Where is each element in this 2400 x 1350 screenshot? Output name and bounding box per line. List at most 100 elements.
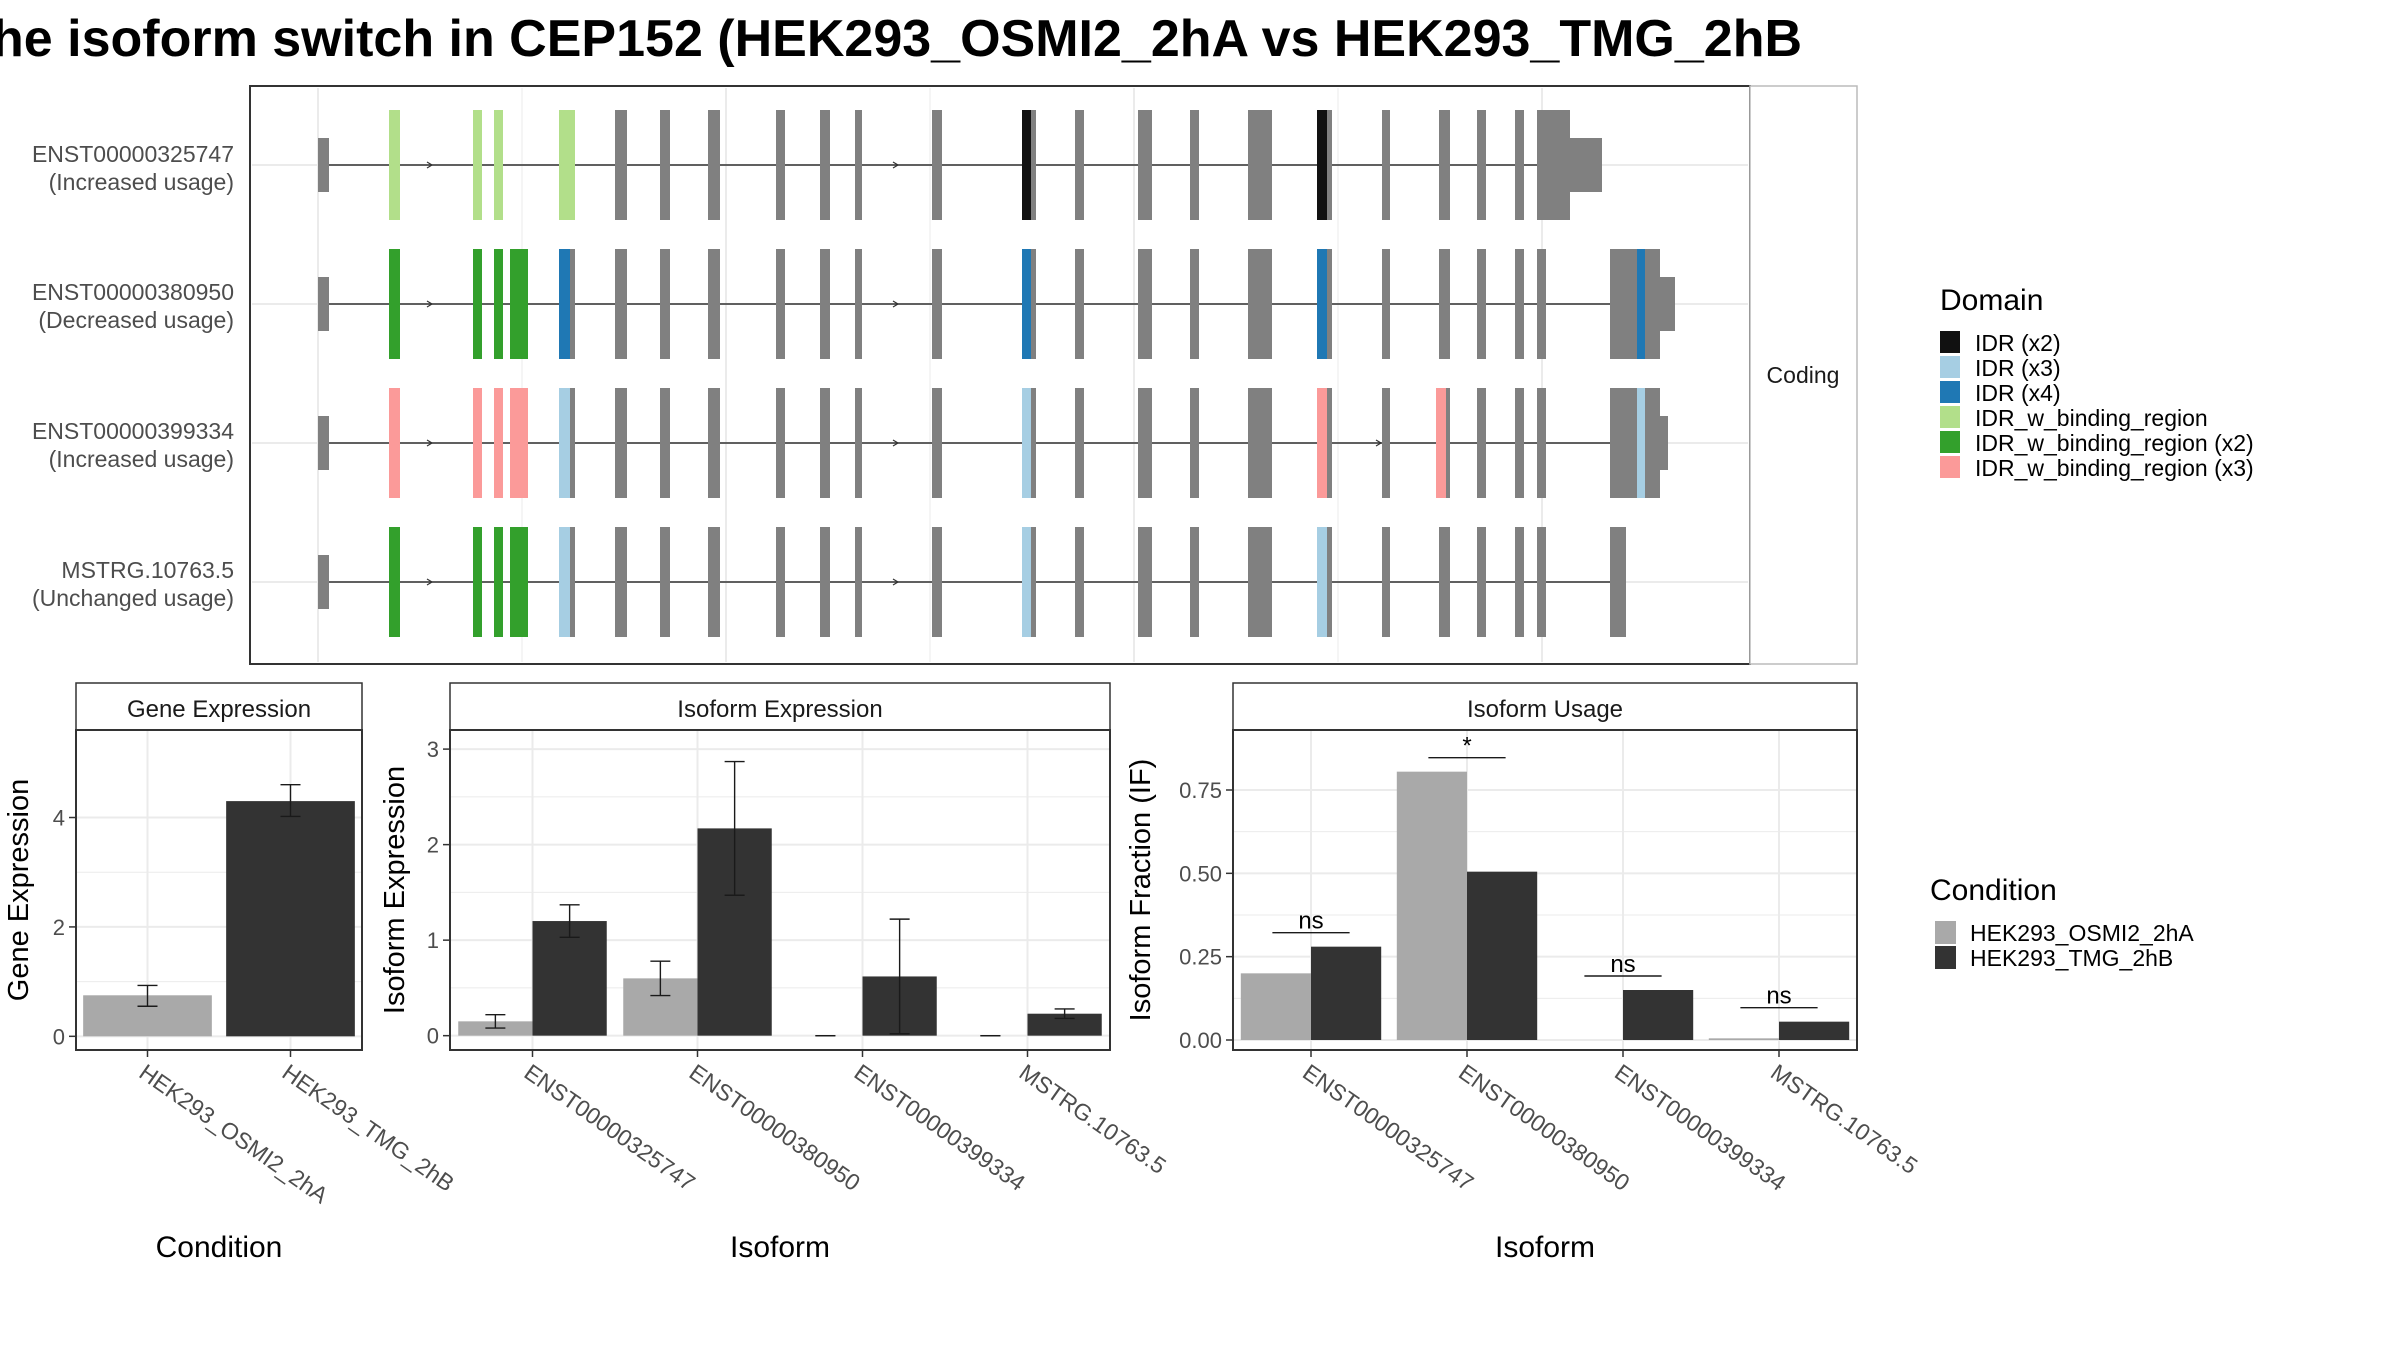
coding-exon: [820, 388, 830, 498]
bar: [1708, 1038, 1779, 1040]
y-tick-label: 2: [427, 833, 439, 858]
coding-exon: [660, 388, 670, 498]
domain-segment: [494, 249, 503, 359]
y-tick-label: 0.25: [1179, 945, 1222, 970]
bar: [1396, 771, 1467, 1040]
figure-title: he isoform switch in CEP152 (HEK293_OSMI…: [0, 10, 1802, 68]
coding-exon: [1138, 249, 1152, 359]
domain-segment: [559, 388, 570, 498]
coding-exon: [1610, 249, 1660, 359]
domain-segment: [1436, 388, 1446, 498]
utr-exon: [318, 416, 329, 470]
domain-segment: [510, 527, 528, 637]
transcript-track-1: [318, 249, 1675, 359]
significance-label: ns: [1298, 908, 1323, 935]
bar: [1311, 946, 1382, 1040]
strand-arrow: [426, 578, 434, 586]
chart-panel-isoform-usage: Isoform Usage ns * ns ns 0.00 0.25 0.50 0.75 ENST…: [1125, 682, 1922, 1264]
condition-label-a: HEK293_OSMI2_2hA: [1970, 920, 2194, 946]
domain-segment: [494, 527, 503, 637]
coding-exon: [615, 110, 627, 220]
domain-segment: [494, 110, 503, 220]
coding-exon: [1439, 527, 1450, 637]
chart-panel-isoform-expression: Isoform Expression0123ENST00000325747ENS…: [379, 682, 1171, 1264]
domain-segment: [510, 249, 528, 359]
coding-exon: [1610, 527, 1626, 637]
coding-exon: [1515, 249, 1524, 359]
transcript-label-0-usage: (Increased usage): [49, 169, 234, 195]
y-tick-label: 0.00: [1179, 1028, 1222, 1053]
domain-segment: [510, 388, 528, 498]
coding-exon: [776, 527, 785, 637]
domain-segment: [559, 249, 570, 359]
utr-exon: [318, 277, 329, 331]
significance-label: ns: [1766, 983, 1791, 1010]
utr-exon: [1660, 277, 1675, 331]
coding-exon: [932, 110, 942, 220]
bar: [532, 921, 607, 1036]
transcript-track-3: [318, 527, 1626, 637]
x-tick-label: ENST00000325747: [1298, 1059, 1478, 1196]
strand-arrow: [426, 161, 434, 169]
y-tick-label: 4: [53, 806, 65, 831]
significance-label: *: [1462, 733, 1471, 760]
domain-segment: [1637, 388, 1645, 498]
panel-title: Isoform Expression: [677, 696, 882, 723]
coding-exon: [932, 249, 942, 359]
x-tick-label: MSTRG.10763.5: [1766, 1059, 1922, 1179]
coding-exon: [708, 110, 720, 220]
coding-exon: [660, 527, 670, 637]
panel-frame: [1232, 729, 1858, 1051]
transcript-label-0-id: ENST00000325747: [32, 141, 234, 167]
x-tick-label: ENST00000325747: [520, 1059, 700, 1196]
coding-exon: [855, 110, 862, 220]
coding-exon: [1515, 388, 1524, 498]
domain-key-idr-x2: [1940, 331, 1960, 353]
domain-segment: [1022, 110, 1031, 220]
coding-exon: [1190, 110, 1199, 220]
transcript-label-3-usage: (Unchanged usage): [32, 585, 234, 611]
panel-title: Isoform Usage: [1467, 696, 1623, 723]
transcript-tracks: [318, 110, 1675, 637]
coding-exon: [1382, 110, 1390, 220]
domain-segment: [473, 527, 482, 637]
coding-exon: [855, 527, 862, 637]
strand-arrow: [892, 300, 900, 308]
coding-exon: [1190, 388, 1199, 498]
coding-exon: [615, 388, 627, 498]
domain-label-idr-binding: IDR_w_binding_region: [1975, 405, 2208, 431]
panel-title: Gene Expression: [127, 696, 311, 723]
coding-exon: [708, 527, 720, 637]
coding-exon: [1190, 249, 1199, 359]
domain-segment: [1317, 527, 1327, 637]
bar: [1779, 1021, 1850, 1040]
bar: [1027, 1013, 1102, 1036]
coding-exon: [1537, 249, 1546, 359]
coding-exon: [1515, 110, 1524, 220]
strand-arrow: [426, 300, 434, 308]
domain-segment: [1022, 527, 1031, 637]
coding-exon: [1248, 110, 1272, 220]
y-tick-label: 0: [427, 1024, 439, 1049]
coding-exon: [1075, 110, 1084, 220]
coding-exon: [1075, 249, 1084, 359]
panel-strip: [75, 682, 363, 731]
coding-exon: [1537, 527, 1546, 637]
domain-segment: [389, 527, 400, 637]
coding-exon: [660, 110, 670, 220]
structure-strip-label: Coding: [1767, 362, 1840, 388]
x-tick-label: ENST00000399334: [850, 1059, 1031, 1196]
y-axis-title: Isoform Fraction (IF): [1125, 759, 1157, 1022]
x-axis-title: Isoform: [1495, 1231, 1595, 1264]
bar: [1623, 990, 1694, 1040]
y-tick-label: 0.50: [1179, 861, 1222, 886]
y-tick-label: 2: [53, 915, 65, 940]
domain-segment: [389, 110, 400, 220]
coding-exon: [820, 249, 830, 359]
domain-segment: [1317, 388, 1327, 498]
domain-segment: [1317, 249, 1327, 359]
structure-panel: Coding ENST00000325747 (Increased usage)…: [32, 85, 1858, 665]
coding-exon: [776, 249, 785, 359]
transcript-label-2-id: ENST00000399334: [32, 418, 234, 444]
coding-exon: [1138, 110, 1152, 220]
